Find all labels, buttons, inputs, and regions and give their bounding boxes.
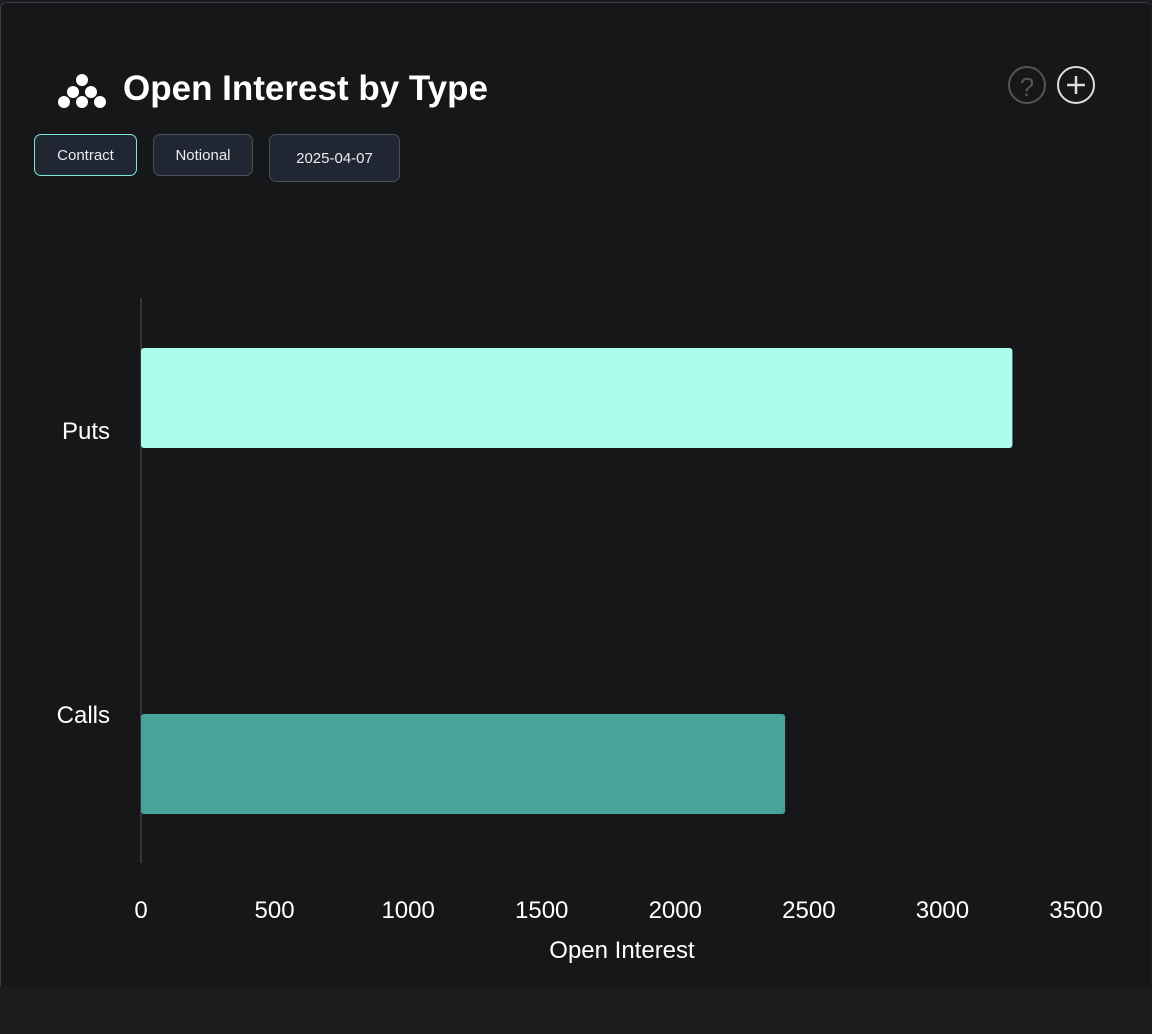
date-button[interactable]: 2025-04-07 bbox=[269, 134, 400, 182]
notional-button[interactable]: Notional bbox=[153, 134, 253, 176]
contract-button[interactable]: Contract bbox=[34, 134, 137, 176]
